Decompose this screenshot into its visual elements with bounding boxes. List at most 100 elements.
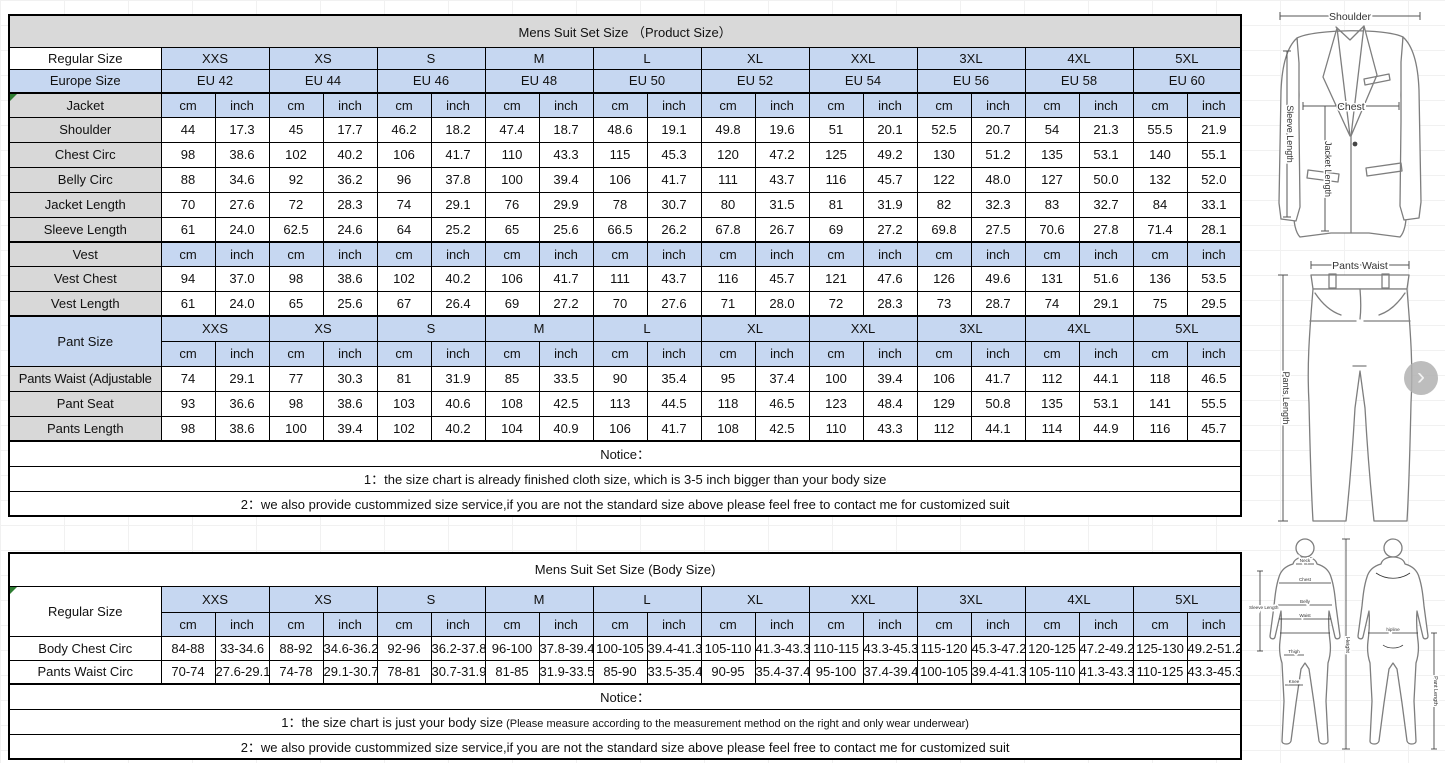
body-neck-label: Neck [1300, 558, 1311, 563]
data-cell: 55.1 [1186, 141, 1242, 168]
size-header-cell: XL [700, 585, 810, 613]
row-label-cell: Chest Circ [8, 141, 162, 168]
row-label-cell: Pant Seat [8, 390, 162, 417]
data-cell: 83 [1024, 191, 1080, 218]
size-header-cell: XXS [160, 315, 270, 342]
unit-cell: inch [862, 611, 918, 637]
data-cell: 126 [916, 265, 972, 292]
data-cell: 44 [160, 116, 216, 143]
data-cell: 104 [484, 415, 540, 442]
data-cell: 45 [268, 116, 324, 143]
data-cell: 30.3 [322, 365, 378, 392]
row-label-cell: Belly Circ [8, 166, 162, 193]
data-cell: 25.6 [322, 290, 378, 317]
data-cell: 41.3-43.3 [754, 635, 810, 661]
size-header-cell: XXL [808, 315, 918, 342]
unit-cell: cm [808, 92, 864, 118]
row-label-cell: Jacket Length [8, 191, 162, 218]
data-cell: 51.6 [1078, 265, 1134, 292]
size-header-cell: 5XL [1132, 46, 1242, 70]
data-cell: 123 [808, 390, 864, 417]
data-cell: 41.7 [970, 365, 1026, 392]
size-header-cell: EU 60 [1132, 68, 1242, 94]
data-cell: 74-78 [268, 659, 324, 685]
data-cell: 26.2 [646, 216, 702, 243]
size-header-cell: S [376, 46, 486, 70]
unit-cell: cm [700, 611, 756, 637]
data-cell: 74 [376, 191, 432, 218]
data-cell: 72 [268, 191, 324, 218]
body-waist-label: Waist [1299, 613, 1311, 618]
unit-cell: inch [754, 340, 810, 367]
data-cell: 46.5 [1186, 365, 1242, 392]
data-cell: 90-95 [700, 659, 756, 685]
unit-cell: cm [160, 611, 216, 637]
data-cell: 30.7 [646, 191, 702, 218]
product-size-table: Mens Suit Set Size （Product Size） Regular… [8, 14, 1243, 517]
size-header-cell: 4XL [1024, 46, 1134, 70]
data-cell: 36.2 [322, 166, 378, 193]
data-cell: 20.1 [862, 116, 918, 143]
data-cell: 65 [268, 290, 324, 317]
data-cell: 33.5 [538, 365, 594, 392]
unit-cell: inch [322, 611, 378, 637]
data-cell: 71.4 [1132, 216, 1188, 243]
unit-cell: cm [268, 241, 324, 267]
row-label-cell: Vest Length [8, 290, 162, 317]
data-cell: 69 [808, 216, 864, 243]
data-cell: 41.7 [430, 141, 486, 168]
table-row: Mens Suit Set Size （Product Size） [8, 14, 1242, 48]
data-cell: 96 [376, 166, 432, 193]
data-cell: 28.1 [1186, 216, 1242, 243]
data-cell: 51.2 [970, 141, 1026, 168]
data-cell: 71 [700, 290, 756, 317]
data-cell: 25.2 [430, 216, 486, 243]
unit-cell: inch [862, 92, 918, 118]
data-cell: 27.5 [970, 216, 1026, 243]
table-row: Europe Size EU 42 EU 44 EU 46 EU 48 EU 50 EU 5… [8, 68, 1242, 94]
unit-cell: inch [430, 611, 486, 637]
unit-cell: cm [916, 611, 972, 637]
data-cell: 118 [700, 390, 756, 417]
data-cell: 75 [1132, 290, 1188, 317]
data-cell: 42.5 [538, 390, 594, 417]
data-cell: 118 [1132, 365, 1188, 392]
table-row: Pants Length 98 38.6 100 39.4 102 40.2 104 40.9 1… [8, 415, 1242, 442]
unit-cell: inch [214, 611, 270, 637]
body-chest-label: Chest [1299, 577, 1312, 582]
data-cell: 54 [1024, 116, 1080, 143]
table-row: Sleeve Length 61 24.0 62.5 24.6 64 25.2 65 25.6 6… [8, 216, 1242, 243]
size-header-cell: 4XL [1024, 315, 1134, 342]
pants-measurement-diagram: Pants Waist Pants Length [1278, 259, 1413, 522]
unit-cell: cm [484, 92, 540, 118]
data-cell: 106 [592, 166, 648, 193]
size-header-cell: EU 58 [1024, 68, 1134, 94]
data-cell: 135 [1024, 141, 1080, 168]
size-header-cell: EU 56 [916, 68, 1026, 94]
table-row: Pant Seat 93 36.6 98 38.6 103 40.6 108 42.5 113 44… [8, 390, 1242, 417]
unit-cell: inch [862, 241, 918, 267]
data-cell: 81-85 [484, 659, 540, 685]
unit-cell: cm [700, 340, 756, 367]
size-header-cell: XXS [160, 585, 270, 613]
carousel-next-button[interactable]: › [1404, 361, 1438, 395]
data-cell: 141 [1132, 390, 1188, 417]
data-cell: 85 [484, 365, 540, 392]
unit-cell: cm [808, 611, 864, 637]
unit-cell: inch [214, 340, 270, 367]
table-row: Notice： [8, 683, 1242, 710]
data-cell: 78-81 [376, 659, 432, 685]
data-cell: 55.5 [1132, 116, 1188, 143]
data-cell: 17.3 [214, 116, 270, 143]
data-cell: 52.5 [916, 116, 972, 143]
table-row: Shoulder 44 17.3 45 17.7 46.2 18.2 47.4 18.7 48.6… [8, 116, 1242, 143]
data-cell: 102 [268, 141, 324, 168]
unit-cell: inch [538, 92, 594, 118]
data-cell: 106 [484, 265, 540, 292]
unit-cell: inch [754, 241, 810, 267]
data-cell: 32.7 [1078, 191, 1134, 218]
data-cell: 27.8 [1078, 216, 1134, 243]
data-cell: 40.2 [430, 415, 486, 442]
body-belly-label: Belly [1300, 599, 1311, 604]
